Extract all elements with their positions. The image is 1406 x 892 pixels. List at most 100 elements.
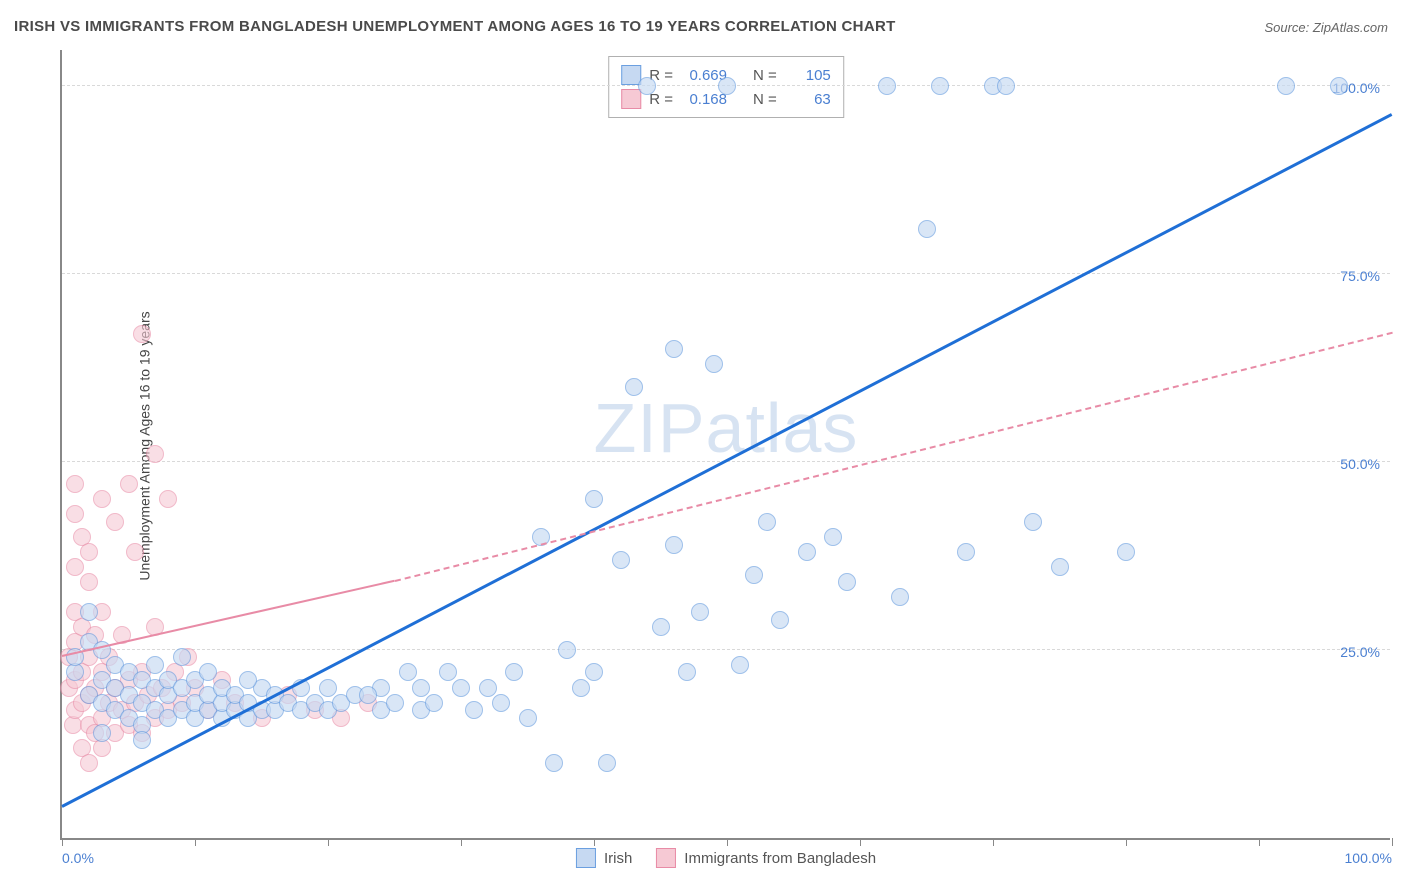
x-tick: [727, 838, 728, 846]
source-value: ZipAtlas.com: [1313, 20, 1388, 35]
scatter-point: [758, 513, 776, 531]
scatter-point: [1117, 543, 1135, 561]
scatter-point: [159, 490, 177, 508]
x-tick: [1259, 838, 1260, 846]
scatter-point: [120, 475, 138, 493]
x-tick: [993, 838, 994, 846]
scatter-point: [93, 490, 111, 508]
scatter-point: [146, 445, 164, 463]
scatter-point: [425, 694, 443, 712]
scatter-point: [745, 566, 763, 584]
scatter-point: [80, 543, 98, 561]
scatter-point: [505, 663, 523, 681]
scatter-point: [838, 573, 856, 591]
scatter-point: [199, 663, 217, 681]
x-tick-label: 100.0%: [1345, 850, 1392, 866]
scatter-point: [931, 77, 949, 95]
x-tick: [860, 838, 861, 846]
scatter-point: [638, 77, 656, 95]
x-tick: [195, 838, 196, 846]
scatter-point: [1277, 77, 1295, 95]
scatter-plot-area: ZIPatlas R =0.669N =105R =0.168N =63 Iri…: [60, 50, 1390, 840]
scatter-point: [585, 490, 603, 508]
legend-item: Irish: [576, 848, 632, 868]
x-tick: [1126, 838, 1127, 846]
scatter-point: [492, 694, 510, 712]
scatter-point: [412, 679, 430, 697]
scatter-point: [1330, 77, 1348, 95]
scatter-point: [386, 694, 404, 712]
source-prefix: Source:: [1264, 20, 1312, 35]
scatter-point: [731, 656, 749, 674]
x-tick: [594, 838, 595, 846]
scatter-point: [359, 686, 377, 704]
scatter-point: [665, 340, 683, 358]
watermark: ZIPatlas: [594, 388, 859, 468]
scatter-point: [918, 220, 936, 238]
legend-swatch: [656, 848, 676, 868]
scatter-point: [146, 656, 164, 674]
n-value: 63: [785, 91, 831, 108]
scatter-point: [106, 513, 124, 531]
scatter-point: [126, 543, 144, 561]
scatter-point: [612, 551, 630, 569]
gridline: [62, 273, 1390, 274]
legend-swatch: [576, 848, 596, 868]
scatter-point: [452, 679, 470, 697]
scatter-point: [891, 588, 909, 606]
scatter-point: [479, 679, 497, 697]
scatter-point: [439, 663, 457, 681]
scatter-point: [465, 701, 483, 719]
scatter-point: [598, 754, 616, 772]
scatter-point: [93, 724, 111, 742]
scatter-point: [691, 603, 709, 621]
scatter-point: [771, 611, 789, 629]
scatter-point: [66, 505, 84, 523]
chart-title: IRISH VS IMMIGRANTS FROM BANGLADESH UNEM…: [14, 18, 896, 35]
scatter-point: [558, 641, 576, 659]
scatter-point: [80, 754, 98, 772]
scatter-point: [652, 618, 670, 636]
scatter-point: [798, 543, 816, 561]
scatter-point: [705, 355, 723, 373]
source-label: Source: ZipAtlas.com: [1264, 20, 1388, 35]
scatter-point: [585, 663, 603, 681]
scatter-point: [173, 648, 191, 666]
y-tick-label: 75.0%: [1340, 268, 1380, 284]
x-tick: [461, 838, 462, 846]
scatter-point: [80, 573, 98, 591]
scatter-point: [399, 663, 417, 681]
y-tick-label: 25.0%: [1340, 644, 1380, 660]
x-tick: [328, 838, 329, 846]
legend-item: Immigrants from Bangladesh: [656, 848, 876, 868]
scatter-point: [824, 528, 842, 546]
scatter-point: [957, 543, 975, 561]
x-tick: [1392, 838, 1393, 846]
scatter-point: [319, 679, 337, 697]
series-legend: Irish Immigrants from Bangladesh: [576, 848, 876, 868]
x-tick: [62, 838, 63, 846]
scatter-point: [997, 77, 1015, 95]
trend-line: [62, 580, 395, 657]
legend-label: Irish: [604, 850, 632, 867]
scatter-point: [545, 754, 563, 772]
watermark-zip: ZIP: [594, 389, 706, 467]
x-tick-label: 0.0%: [62, 850, 94, 866]
scatter-point: [133, 325, 151, 343]
legend-swatch: [621, 89, 641, 109]
scatter-point: [718, 77, 736, 95]
scatter-point: [66, 558, 84, 576]
scatter-point: [1024, 513, 1042, 531]
scatter-point: [80, 603, 98, 621]
r-value: 0.168: [681, 91, 727, 108]
n-label: N =: [753, 91, 777, 108]
scatter-point: [878, 77, 896, 95]
scatter-point: [519, 709, 537, 727]
n-value: 105: [785, 67, 831, 84]
n-label: N =: [753, 67, 777, 84]
scatter-point: [572, 679, 590, 697]
gridline: [62, 649, 1390, 650]
y-tick-label: 50.0%: [1340, 456, 1380, 472]
scatter-point: [678, 663, 696, 681]
legend-label: Immigrants from Bangladesh: [684, 850, 876, 867]
